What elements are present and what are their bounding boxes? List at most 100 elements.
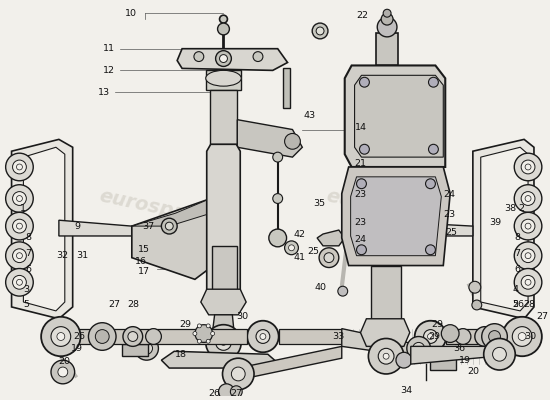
Circle shape (219, 15, 228, 23)
Circle shape (475, 327, 494, 346)
Circle shape (232, 367, 245, 381)
Circle shape (58, 367, 68, 377)
Circle shape (381, 13, 393, 25)
Circle shape (211, 332, 214, 336)
Circle shape (521, 276, 535, 289)
Circle shape (6, 185, 33, 212)
Circle shape (514, 242, 542, 270)
Circle shape (312, 23, 328, 39)
Polygon shape (355, 75, 443, 157)
Circle shape (284, 241, 299, 255)
Circle shape (89, 323, 116, 350)
Circle shape (218, 23, 229, 35)
Text: 24: 24 (355, 236, 367, 244)
Text: 23: 23 (355, 190, 367, 199)
Text: 31: 31 (76, 251, 89, 260)
Text: 30: 30 (524, 332, 536, 341)
Circle shape (13, 219, 26, 233)
Circle shape (525, 196, 531, 202)
Text: 23: 23 (443, 210, 455, 219)
Polygon shape (201, 289, 246, 315)
Text: 12: 12 (103, 66, 115, 75)
Circle shape (16, 196, 23, 202)
Circle shape (219, 55, 228, 62)
Circle shape (426, 179, 436, 189)
Circle shape (472, 300, 482, 310)
Polygon shape (237, 120, 302, 157)
Circle shape (13, 276, 26, 289)
Circle shape (166, 222, 173, 230)
Circle shape (356, 245, 366, 255)
Circle shape (16, 279, 23, 285)
Polygon shape (161, 351, 276, 368)
Text: 25: 25 (307, 247, 319, 256)
Text: 42: 42 (293, 230, 305, 238)
Circle shape (360, 144, 370, 154)
Circle shape (161, 218, 177, 234)
Circle shape (195, 325, 213, 342)
Circle shape (6, 242, 33, 270)
Circle shape (16, 253, 23, 259)
Bar (206, 70, 241, 90)
Circle shape (247, 321, 279, 352)
Circle shape (284, 134, 300, 149)
Text: 26: 26 (512, 300, 524, 310)
Text: 18: 18 (175, 350, 187, 359)
Circle shape (512, 327, 532, 346)
Circle shape (197, 324, 201, 328)
Text: 14: 14 (355, 123, 367, 132)
Circle shape (525, 223, 531, 229)
Polygon shape (177, 49, 288, 70)
Text: 7: 7 (25, 249, 31, 258)
Text: 25: 25 (446, 228, 457, 236)
Circle shape (128, 332, 138, 342)
Circle shape (427, 334, 433, 340)
Polygon shape (473, 139, 534, 319)
Polygon shape (238, 346, 342, 380)
Circle shape (16, 223, 23, 229)
Polygon shape (446, 329, 514, 344)
Circle shape (269, 229, 287, 247)
Bar (431, 358, 456, 370)
Circle shape (525, 253, 531, 259)
Circle shape (412, 348, 419, 354)
Circle shape (525, 279, 531, 285)
Text: 5: 5 (23, 300, 29, 310)
Polygon shape (213, 315, 234, 338)
Text: 30: 30 (236, 312, 248, 321)
Text: 29: 29 (179, 320, 191, 329)
Text: 21: 21 (355, 158, 367, 168)
Polygon shape (342, 167, 450, 266)
Text: 41: 41 (293, 253, 305, 262)
Circle shape (194, 52, 204, 62)
Circle shape (206, 325, 241, 360)
Text: 4: 4 (512, 285, 518, 294)
Circle shape (141, 342, 152, 354)
Text: 40: 40 (315, 283, 327, 292)
Circle shape (525, 164, 531, 170)
Circle shape (368, 338, 404, 374)
Text: 6: 6 (25, 265, 31, 274)
Text: 20: 20 (467, 368, 479, 376)
Text: 35: 35 (313, 199, 325, 208)
Text: 1: 1 (20, 204, 26, 213)
Circle shape (521, 249, 535, 262)
Polygon shape (411, 346, 497, 364)
Circle shape (521, 160, 535, 174)
Polygon shape (279, 329, 342, 344)
Text: eurospares: eurospares (97, 186, 222, 230)
Circle shape (469, 281, 481, 293)
Text: 10: 10 (125, 9, 137, 18)
Circle shape (428, 77, 438, 87)
Circle shape (383, 353, 389, 359)
Polygon shape (360, 319, 410, 346)
Polygon shape (342, 329, 426, 358)
Circle shape (6, 153, 33, 181)
Circle shape (57, 332, 65, 340)
Circle shape (407, 336, 431, 360)
Bar (210, 90, 237, 144)
Circle shape (146, 329, 161, 344)
Circle shape (206, 339, 210, 343)
Text: 36: 36 (453, 344, 465, 353)
Circle shape (221, 340, 227, 345)
